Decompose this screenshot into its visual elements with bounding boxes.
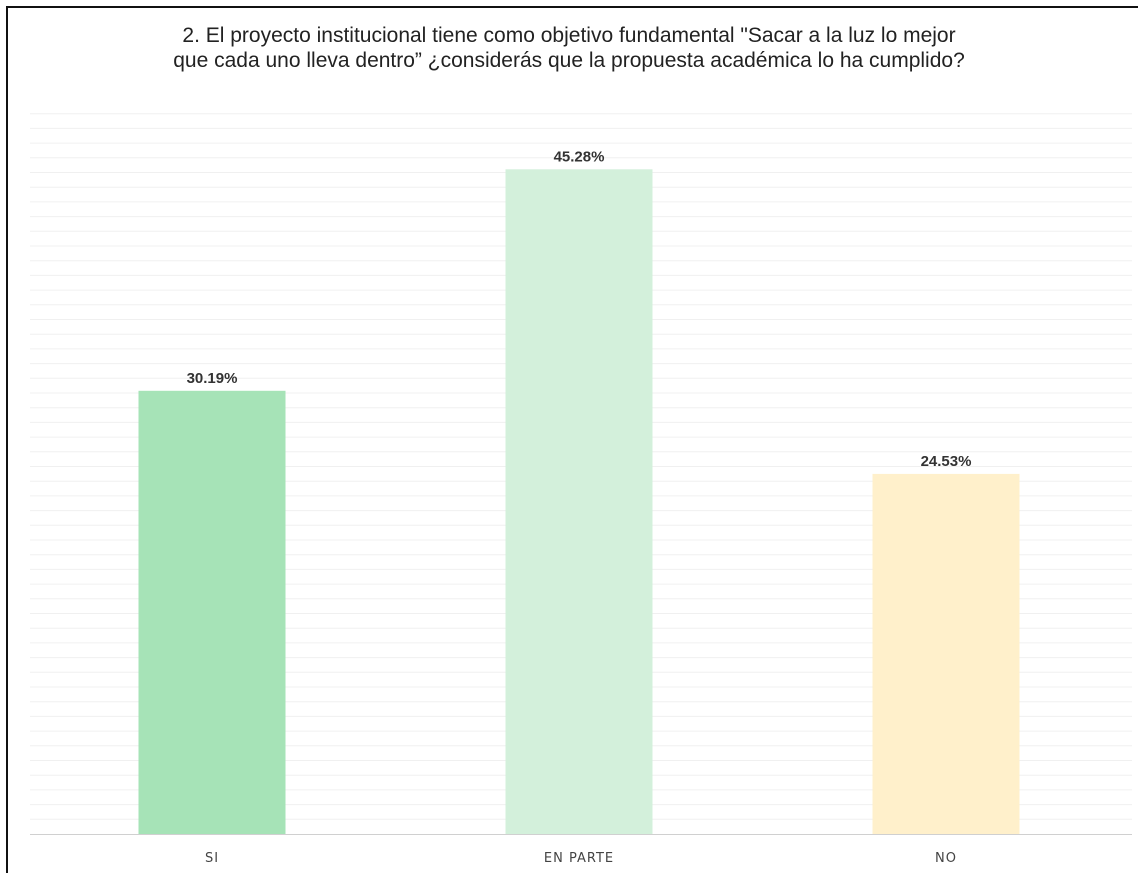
data-label: 45.28% xyxy=(554,148,605,165)
bar-en-parte xyxy=(505,169,653,835)
data-labels: 30.19% 45.28% 24.53% xyxy=(187,148,972,470)
chart-title: 2. El proyecto institucional tiene como … xyxy=(173,24,965,72)
x-tick-label: NO xyxy=(935,851,957,866)
bar-si xyxy=(138,390,286,834)
x-tick-label: SI xyxy=(205,851,219,866)
bar-no xyxy=(872,473,1020,834)
x-axis-ticks: SI EN PARTE NO xyxy=(205,851,957,866)
data-label: 24.53% xyxy=(921,453,972,470)
data-label: 30.19% xyxy=(187,370,238,387)
x-tick-label: EN PARTE xyxy=(544,851,614,866)
bars xyxy=(138,169,1020,835)
